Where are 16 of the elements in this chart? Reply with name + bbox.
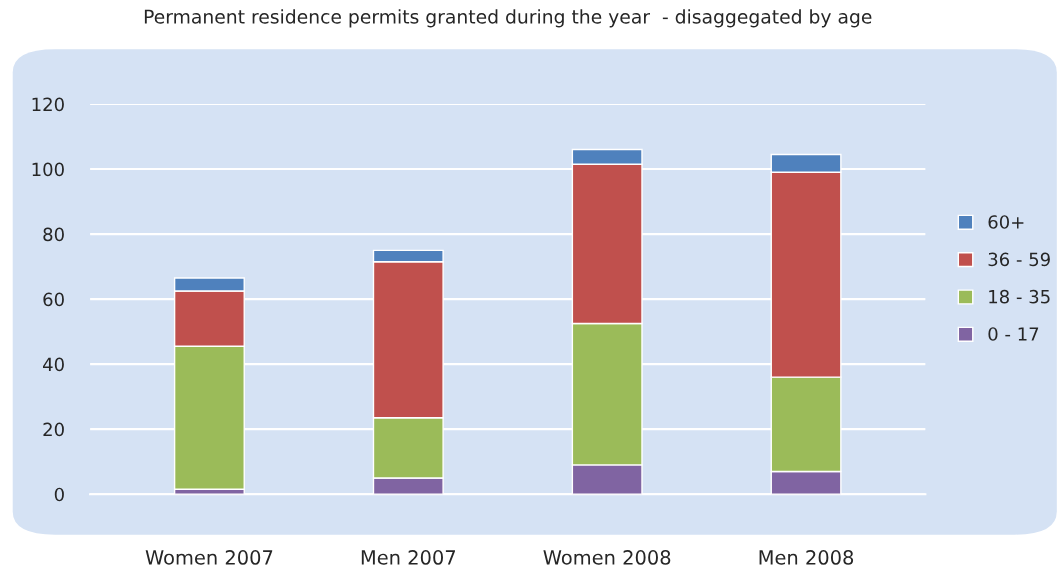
x-tick-label: Men 2007: [361, 550, 455, 565]
legend-label: 18 - 35: [989, 289, 1050, 304]
y-tick-label: 100: [32, 162, 64, 177]
legend-label: 0 - 17: [988, 327, 1039, 341]
y-tick-label: 0: [54, 487, 64, 502]
y-tick-label: 20: [43, 422, 64, 437]
legend-label: 36 - 59: [988, 252, 1050, 267]
y-tick-label: 80: [43, 227, 64, 242]
chart-title: Permanent residence permits granted during the year - disaggegated by age: [144, 9, 872, 28]
x-tick-label: Women 2008: [543, 550, 671, 565]
legend-label: 60+: [988, 215, 1024, 229]
x-tick-label: Women 2007: [145, 550, 273, 565]
y-tick-label: 120: [32, 97, 64, 112]
y-tick-label: 40: [43, 357, 64, 372]
x-tick-label: Men 2008: [759, 550, 854, 565]
y-tick-label: 60: [43, 292, 64, 307]
